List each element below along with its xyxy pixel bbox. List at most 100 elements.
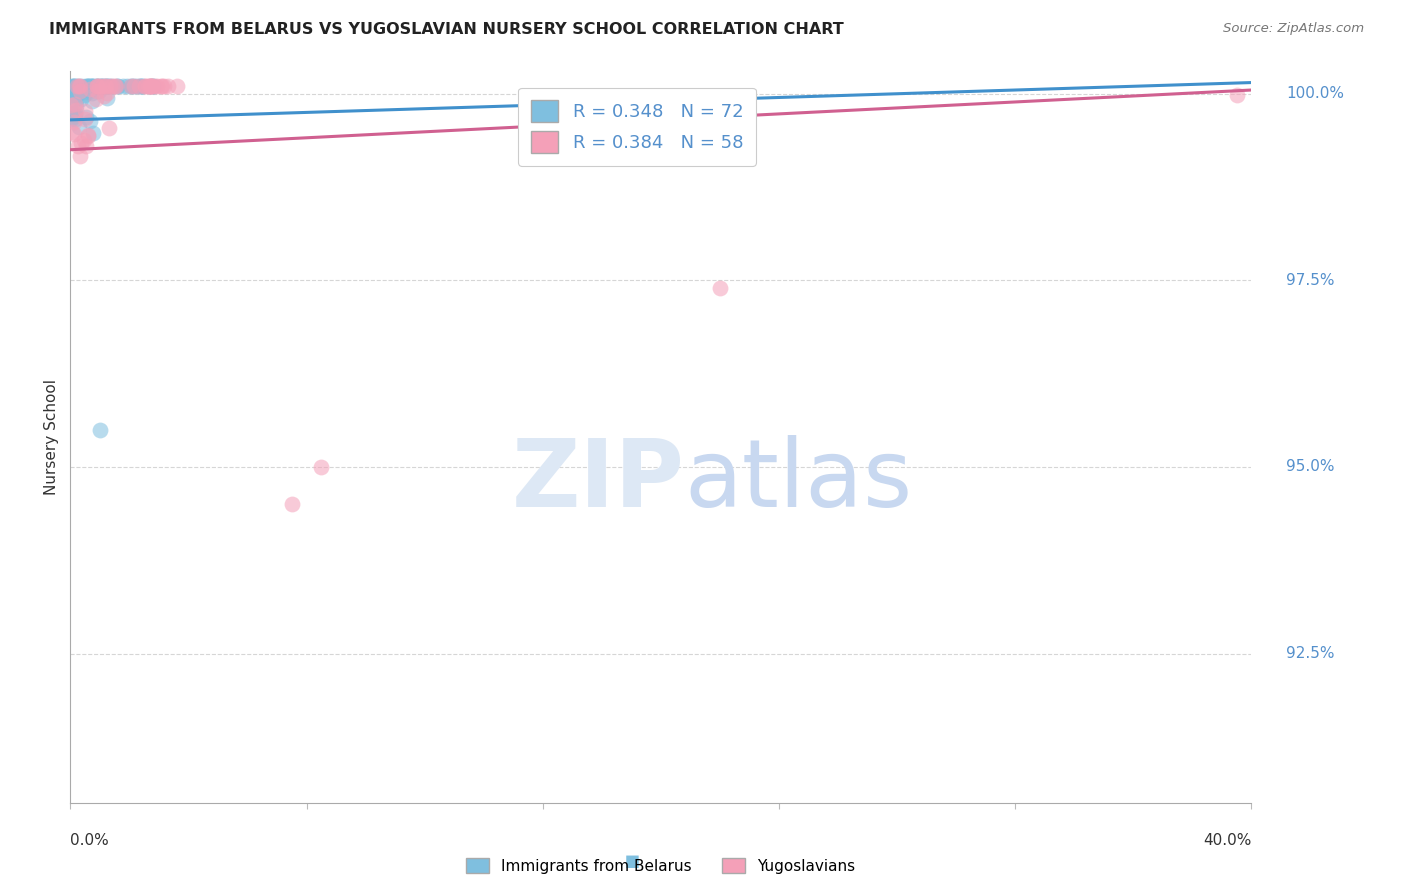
Point: [67, 79, 90, 94]
Point: [62, 105, 84, 120]
Point: [143, 79, 166, 94]
Point: [1226, 88, 1249, 103]
Point: [94, 79, 117, 94]
Point: [281, 497, 304, 511]
Text: Source: ZipAtlas.com: Source: ZipAtlas.com: [1223, 22, 1364, 36]
Point: [90, 79, 112, 94]
Point: [73, 79, 96, 94]
Point: [134, 79, 156, 94]
Text: ZIP: ZIP: [512, 435, 685, 527]
Point: [120, 79, 142, 94]
Point: [75, 139, 97, 153]
Point: [62, 127, 84, 141]
Point: [138, 79, 160, 94]
Point: [80, 79, 103, 94]
Point: [94, 79, 117, 94]
Point: [76, 128, 98, 142]
Point: [94, 79, 117, 94]
Point: [79, 114, 101, 128]
Point: [141, 79, 163, 94]
Point: [128, 79, 150, 94]
Point: [76, 79, 98, 94]
Point: [66, 91, 89, 105]
Point: [97, 79, 120, 94]
Point: [101, 79, 124, 94]
Point: [60, 98, 83, 112]
Point: [75, 112, 97, 126]
Point: [63, 79, 86, 94]
Point: [82, 87, 104, 101]
Point: [73, 103, 96, 118]
Legend: R = 0.348   N = 72, R = 0.384   N = 58: R = 0.348 N = 72, R = 0.384 N = 58: [519, 87, 756, 166]
Point: [90, 79, 112, 94]
Point: [91, 79, 114, 94]
Point: [65, 103, 87, 117]
Point: [76, 79, 98, 94]
Point: [97, 120, 120, 135]
Point: [89, 423, 111, 437]
Point: [63, 106, 86, 120]
Point: [121, 79, 143, 94]
Point: [149, 79, 172, 94]
Point: [166, 79, 188, 94]
Point: [60, 94, 83, 108]
Point: [86, 79, 108, 94]
Point: [87, 79, 110, 94]
Point: [142, 79, 165, 94]
Point: [65, 79, 87, 94]
Point: [101, 79, 124, 94]
Text: 92.5%: 92.5%: [1286, 646, 1334, 661]
Point: [104, 79, 127, 94]
Point: [139, 79, 162, 94]
Point: [153, 79, 176, 94]
Point: [63, 97, 86, 112]
Point: [86, 84, 108, 98]
Point: [67, 79, 90, 94]
Point: [129, 79, 152, 94]
Point: [86, 79, 108, 94]
Point: [77, 129, 100, 144]
Point: [60, 112, 83, 126]
Point: [63, 79, 86, 94]
Point: [70, 79, 93, 94]
Point: [84, 91, 107, 105]
Point: [69, 84, 91, 98]
Point: [157, 79, 180, 94]
Point: [60, 124, 83, 138]
Point: [709, 281, 731, 295]
Point: [80, 94, 103, 108]
Point: [86, 79, 108, 94]
Point: [79, 82, 101, 96]
Point: [98, 79, 121, 94]
Point: [80, 79, 103, 94]
Point: [136, 79, 159, 94]
Point: [66, 79, 89, 94]
Point: [112, 79, 135, 94]
Point: [62, 114, 84, 128]
Text: atlas: atlas: [685, 435, 912, 527]
Point: [70, 92, 93, 106]
Text: 0.0%: 0.0%: [70, 832, 110, 847]
Point: [141, 79, 163, 94]
Point: [73, 133, 96, 147]
Point: [131, 79, 153, 94]
Point: [107, 79, 129, 94]
Point: [60, 82, 83, 96]
Point: [76, 85, 98, 99]
Point: [69, 149, 91, 163]
Text: ▪: ▪: [624, 849, 641, 872]
Point: [67, 87, 90, 102]
Point: [73, 88, 96, 103]
Point: [132, 79, 155, 94]
Point: [65, 98, 87, 112]
Point: [105, 79, 128, 94]
Point: [63, 112, 86, 127]
Point: [82, 79, 104, 94]
Point: [67, 80, 90, 95]
Point: [89, 84, 111, 98]
Point: [94, 79, 117, 94]
Point: [79, 79, 101, 94]
Point: [73, 82, 96, 96]
Point: [60, 110, 83, 124]
Point: [150, 79, 173, 94]
